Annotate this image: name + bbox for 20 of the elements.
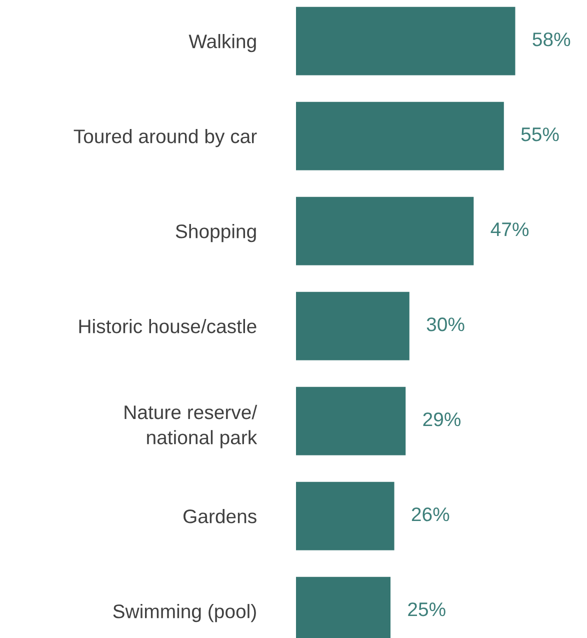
bar [296,386,406,456]
bar [296,102,504,170]
bar [296,482,394,550]
y-tick-label: Gardens [184,508,256,524]
data-label: 26% [412,507,450,522]
bar [296,196,474,266]
y-tick-label: Nature reserve/ national park [124,404,258,448]
y-tick-label: Swimming (pool) [113,604,256,622]
data-label: 47% [490,222,529,236]
bar [296,292,410,360]
data-label: 58% [532,32,570,46]
y-tick-label: Toured around by car [74,128,257,148]
y-tick-label: Walking [188,34,256,52]
data-label: 25% [408,602,446,616]
bar [296,6,516,76]
data-label: 30% [426,317,464,332]
data-label: 55% [521,128,559,142]
data-label: 29% [423,412,461,426]
y-tick-label: Shopping [176,224,256,242]
y-tick-label: Historic house/castle [79,318,256,334]
